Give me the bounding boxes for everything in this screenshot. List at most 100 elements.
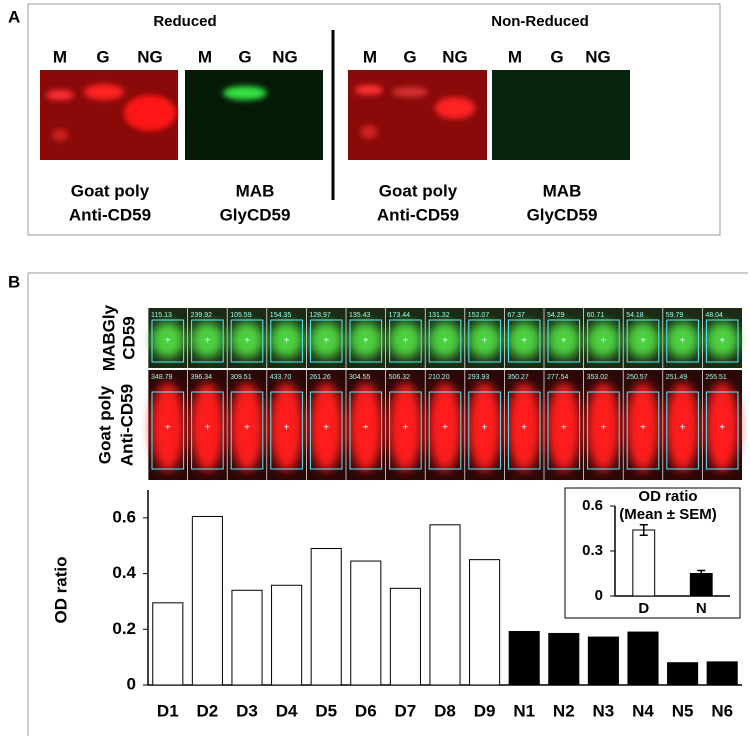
x-tick-label: N3 (593, 701, 615, 720)
plus: + (402, 336, 408, 347)
lane-box (349, 391, 383, 470)
quant-label: 48.04 (705, 312, 723, 319)
plus: + (244, 336, 250, 347)
row-label: CD59 (119, 316, 138, 359)
lane-label: G (550, 47, 563, 66)
band (507, 322, 541, 358)
panel-label: B (8, 272, 20, 291)
lane-box (626, 319, 660, 363)
lane-label: NG (272, 47, 298, 66)
quant-label: 239.92 (191, 312, 213, 319)
lane-label: NG (137, 47, 163, 66)
x-tick-label: D6 (355, 701, 377, 720)
lane-box (507, 391, 541, 470)
group-title: Non-Reduced (491, 13, 589, 30)
lane-label: G (403, 47, 416, 66)
x-tick-label: N4 (632, 701, 654, 720)
error-bar (697, 569, 706, 578)
bar (310, 548, 342, 686)
blot-a4 (492, 70, 630, 160)
plus: + (244, 423, 250, 434)
band (151, 322, 185, 358)
y-tick-label: 0 (127, 674, 136, 693)
plus: + (204, 336, 210, 347)
band (467, 322, 502, 358)
quant-label: 433.70 (270, 374, 292, 381)
plus: + (719, 336, 725, 347)
y-tick-label: 0.4 (112, 563, 136, 582)
lane-box (309, 319, 343, 363)
quant-label: 128.97 (309, 312, 331, 319)
y-axis-label: OD ratio (51, 556, 70, 623)
quant-label: 54.29 (547, 312, 565, 319)
error-bar (639, 524, 648, 536)
lane-box (428, 391, 462, 470)
quant-label: 309.51 (230, 374, 252, 381)
band (309, 383, 343, 471)
quant-label: 210.20 (428, 374, 450, 381)
blot-caption: Goat poly (379, 181, 458, 200)
lane-box (468, 391, 501, 470)
bar (231, 589, 263, 686)
lane-box (587, 319, 620, 363)
x-tick-label: D5 (315, 701, 337, 720)
x-tick-label: N2 (553, 701, 575, 720)
plus: + (521, 423, 527, 434)
lane-label: M (508, 47, 522, 66)
plus: + (165, 423, 171, 434)
blot-caption: GlyCD59 (527, 205, 598, 224)
lane-label: G (238, 47, 251, 66)
bar (627, 631, 659, 686)
bar (587, 636, 619, 686)
band (349, 383, 383, 471)
lane-box (666, 319, 699, 363)
plus: + (719, 423, 725, 434)
blot-caption: Goat poly (71, 181, 150, 200)
quant-label: 396.34 (191, 374, 213, 381)
plus: + (680, 423, 686, 434)
band (151, 383, 185, 471)
x-tick-label: D8 (434, 701, 456, 720)
band (230, 322, 264, 358)
band (626, 383, 660, 471)
blot-caption: Anti-CD59 (69, 205, 151, 224)
plus: + (284, 423, 290, 434)
plus: + (402, 423, 408, 434)
lane-label: NG (442, 47, 468, 66)
blot-caption: Anti-CD59 (377, 205, 459, 224)
bar (667, 662, 699, 686)
lane-label: M (53, 47, 67, 66)
bar (706, 661, 738, 686)
band (705, 383, 739, 471)
band (428, 322, 462, 358)
plus: + (521, 336, 527, 347)
plus: + (165, 336, 171, 347)
x-tick-label: N1 (513, 701, 535, 720)
band (665, 383, 700, 471)
plus: + (640, 336, 646, 347)
lane-label: M (363, 47, 377, 66)
plus: + (482, 423, 488, 434)
plus: + (204, 423, 210, 434)
lane-label: NG (585, 47, 611, 66)
row-label: Anti-CD59 (117, 384, 136, 466)
panel-label: A (8, 7, 20, 26)
lane-box (270, 391, 303, 470)
lane-label: M (198, 47, 212, 66)
band (547, 322, 581, 358)
band (190, 383, 225, 471)
x-tick-label: D9 (474, 701, 496, 720)
bar (191, 515, 223, 686)
quant-label: 60.71 (587, 312, 605, 319)
bar (548, 632, 580, 686)
plus: + (323, 423, 329, 434)
x-tick-label: N5 (672, 701, 694, 720)
quant-label: 293.93 (468, 374, 490, 381)
band (388, 383, 423, 471)
row-label: Goat poly (95, 385, 114, 464)
y-tick-label: 0.2 (112, 619, 136, 638)
band (665, 322, 700, 358)
blot-caption: GlyCD59 (220, 205, 291, 224)
lane-box (230, 391, 264, 470)
lane-box (666, 391, 699, 470)
